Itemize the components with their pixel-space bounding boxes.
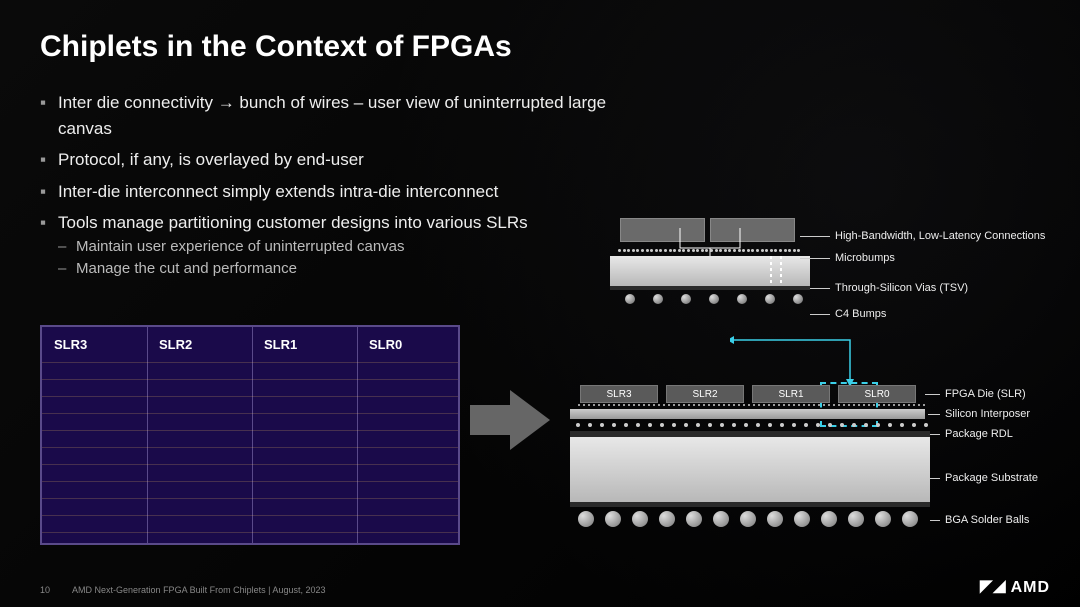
leader-line — [930, 520, 940, 521]
bullet-item: Protocol, if any, is overlayed by end-us… — [40, 147, 640, 173]
leader-line — [925, 394, 940, 395]
stack-die: SLR2 — [666, 385, 744, 403]
amd-logo: ◤◢AMD — [980, 577, 1050, 597]
label-bga: BGA Solder Balls — [945, 514, 1029, 526]
arrow-icon — [470, 390, 550, 455]
stack-die: SLR3 — [580, 385, 658, 403]
slr-floorplan: SLR3SLR2SLR1SLR0 — [40, 325, 460, 545]
bullet-list: Inter die connectivity → bunch of wires … — [40, 90, 640, 287]
label-interposer: Silicon Interposer — [945, 408, 1030, 420]
footer: 10 AMD Next-Generation FPGA Built From C… — [40, 585, 325, 595]
leader-line — [800, 258, 830, 259]
leader-line — [930, 434, 940, 435]
footer-text: AMD Next-Generation FPGA Built From Chip… — [72, 585, 325, 595]
label-fpga-die: FPGA Die (SLR) — [945, 388, 1026, 400]
leader-line — [930, 478, 940, 479]
zoom-cross-section — [610, 218, 810, 338]
bullet-item: Inter die connectivity → bunch of wires … — [40, 90, 640, 141]
label-rdl: Package RDL — [945, 428, 1013, 440]
label-microbumps: Microbumps — [835, 252, 895, 264]
page-number: 10 — [40, 585, 50, 595]
label-tsv: Through-Silicon Vias (TSV) — [835, 282, 968, 294]
leader-line — [800, 236, 830, 237]
stack-cross-section: SLR3 SLR2 SLR1 SLR0 — [570, 385, 930, 555]
label-c4: C4 Bumps — [835, 308, 886, 320]
label-hbw: High-Bandwidth, Low-Latency Connections — [835, 230, 1045, 242]
stack-die: SLR0 — [838, 385, 916, 403]
callout-connector — [730, 335, 860, 390]
label-substrate: Package Substrate — [945, 472, 1038, 484]
sub-bullet-item: Maintain user experience of uninterrupte… — [58, 236, 640, 259]
bullet-item: Tools manage partitioning customer desig… — [40, 210, 640, 281]
stack-die: SLR1 — [752, 385, 830, 403]
bullet-item: Inter-die interconnect simply extends in… — [40, 179, 640, 205]
slide-title: Chiplets in the Context of FPGAs — [40, 30, 512, 64]
leader-line — [810, 288, 830, 289]
sub-bullet-item: Manage the cut and performance — [58, 258, 640, 281]
leader-line — [810, 314, 830, 315]
leader-line — [928, 414, 940, 415]
